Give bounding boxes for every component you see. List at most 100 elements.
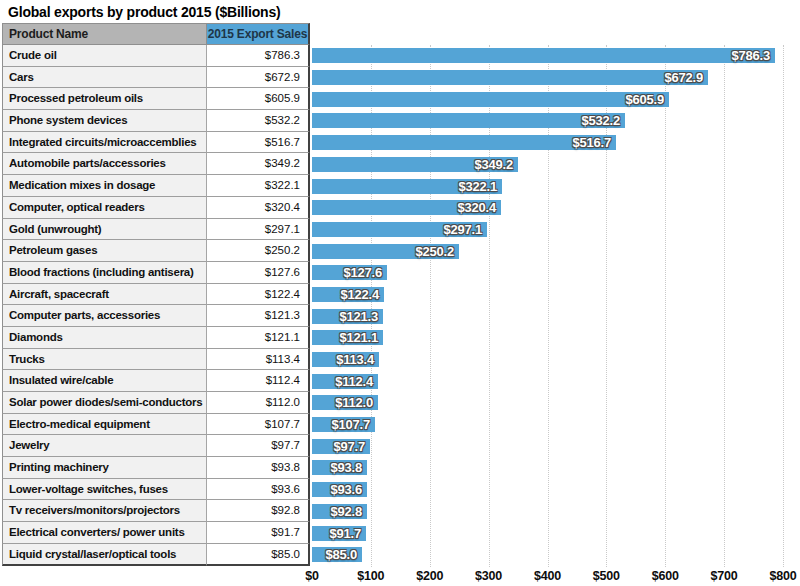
header-spacer	[310, 23, 798, 45]
chart-title: Global exports by product 2015 ($Billion…	[8, 4, 280, 20]
product-name-cell: Petroleum gases	[2, 240, 207, 262]
bar-value-label: $85.0	[325, 547, 362, 562]
x-axis-tick-label: $0	[305, 569, 319, 583]
bar-value-label: $605.9	[625, 92, 669, 107]
bar-value-label: $93.8	[330, 460, 367, 475]
product-name-cell: Gold (unwrought)	[2, 219, 207, 241]
bar-track: $322.1	[310, 175, 798, 197]
x-axis-tick-label: $800	[769, 569, 796, 583]
export-sales-cell: $121.1	[207, 327, 310, 349]
product-name-cell: Liquid crystal/laser/optical tools	[2, 544, 207, 566]
bar-value-label: $250.2	[415, 244, 459, 259]
bar-track: $122.4	[310, 284, 798, 306]
bar-track: $297.1	[310, 219, 798, 241]
product-name-cell: Solar power diodes/semi-conductors	[2, 392, 207, 414]
bar-track: $250.2	[310, 240, 798, 262]
table-row: Blood fractions (including antisera) $12…	[2, 262, 798, 284]
export-sales-cell: $91.7	[207, 522, 310, 544]
table-row: Gold (unwrought) $297.1 $297.1	[2, 219, 798, 241]
bar-value-label: $516.7	[572, 135, 616, 150]
product-name-cell: Phone system devices	[2, 110, 207, 132]
x-axis-tick-label: $400	[534, 569, 561, 583]
table-row: Automobile parts/accessories $349.2 $349…	[2, 153, 798, 175]
export-bar: $121.1	[312, 330, 383, 345]
export-sales-cell: $297.1	[207, 219, 310, 241]
product-name-cell: Computer, optical readers	[2, 197, 207, 219]
bar-value-label: $532.2	[581, 113, 625, 128]
bar-track: $97.7	[310, 435, 798, 457]
bar-value-label: $122.4	[340, 287, 384, 302]
export-sales-cell: $516.7	[207, 132, 310, 154]
product-name-cell: Jewelry	[2, 435, 207, 457]
product-name-cell: Processed petroleum oils	[2, 88, 207, 110]
bar-track: $127.6	[310, 262, 798, 284]
bar-value-label: $297.1	[443, 222, 487, 237]
bar-value-label: $672.9	[664, 70, 708, 85]
bar-value-label: $91.7	[329, 526, 366, 541]
bar-track: $672.9	[310, 67, 798, 89]
export-bar: $349.2	[312, 157, 518, 172]
product-name-cell: Integrated circuits/microaccemblies	[2, 132, 207, 154]
bar-value-label: $112.0	[335, 395, 378, 410]
product-name-cell: Trucks	[2, 349, 207, 371]
table-row: Computer, optical readers $320.4 $320.4	[2, 197, 798, 219]
export-bar: $93.6	[312, 482, 367, 497]
export-sales-cell: $532.2	[207, 110, 310, 132]
bar-track: $92.8	[310, 500, 798, 522]
export-sales-cell: $107.7	[207, 414, 310, 436]
chart-canvas: Global exports by product 2015 ($Billion…	[0, 0, 800, 586]
table-row: Liquid crystal/laser/optical tools $85.0…	[2, 544, 798, 566]
export-sales-cell: $85.0	[207, 544, 310, 566]
table-row: Diamonds $121.1 $121.1	[2, 327, 798, 349]
export-sales-cell: $112.0	[207, 392, 310, 414]
export-bar: $93.8	[312, 460, 367, 475]
product-name-cell: Electrical converters/ power units	[2, 522, 207, 544]
bar-track: $605.9	[310, 88, 798, 110]
table-row: Crude oil $786.3 $786.3	[2, 45, 798, 67]
table-row: Lower-voltage switches, fuses $93.6 $93.…	[2, 479, 798, 501]
export-sales-cell: $92.8	[207, 500, 310, 522]
bar-value-label: $127.6	[343, 265, 387, 280]
table-header-row: Product Name 2015 Export Sales	[2, 23, 798, 45]
export-bar: $121.3	[312, 309, 383, 324]
product-name-cell: Automobile parts/accessories	[2, 153, 207, 175]
bar-track: $91.7	[310, 522, 798, 544]
bar-track: $121.1	[310, 327, 798, 349]
export-sales-header: 2015 Export Sales	[207, 23, 310, 45]
product-name-cell: Aircraft, spacecraft	[2, 284, 207, 306]
table-row: Tv receivers/monitors/projectors $92.8 $…	[2, 500, 798, 522]
bar-value-label: $97.7	[333, 439, 370, 454]
export-sales-cell: $122.4	[207, 284, 310, 306]
export-bar: $97.7	[312, 439, 370, 454]
export-sales-cell: $672.9	[207, 67, 310, 89]
product-name-cell: Blood fractions (including antisera)	[2, 262, 207, 284]
export-sales-cell: $93.8	[207, 457, 310, 479]
export-bar: $113.4	[312, 352, 379, 367]
bar-track: $113.4	[310, 349, 798, 371]
product-name-cell: Tv receivers/monitors/projectors	[2, 500, 207, 522]
bar-value-label: $320.4	[457, 200, 501, 215]
export-bar: $672.9	[312, 70, 708, 85]
table-row: Computer parts, accessories $121.3 $121.…	[2, 305, 798, 327]
table-row: Electro-medical equipment $107.7 $107.7	[2, 414, 798, 436]
x-axis-tick-label: $300	[475, 569, 502, 583]
bar-track: $786.3	[310, 45, 798, 67]
table-and-bars: Product Name 2015 Export Sales Crude oil…	[2, 23, 798, 566]
export-sales-cell: $113.4	[207, 349, 310, 371]
export-sales-cell: $112.4	[207, 370, 310, 392]
export-bar: $107.7	[312, 417, 375, 432]
x-axis-tick-label: $700	[711, 569, 738, 583]
product-name-cell: Computer parts, accessories	[2, 305, 207, 327]
bar-track: $93.8	[310, 457, 798, 479]
export-sales-cell: $605.9	[207, 88, 310, 110]
export-bar: $122.4	[312, 287, 384, 302]
export-sales-cell: $97.7	[207, 435, 310, 457]
bar-value-label: $121.1	[339, 330, 383, 345]
bar-track: $532.2	[310, 110, 798, 132]
export-bar: $91.7	[312, 526, 366, 541]
product-name-header: Product Name	[2, 23, 207, 45]
bar-value-label: $349.2	[474, 157, 518, 172]
export-bar: $297.1	[312, 222, 487, 237]
export-sales-cell: $93.6	[207, 479, 310, 501]
bar-value-label: $107.7	[331, 417, 375, 432]
